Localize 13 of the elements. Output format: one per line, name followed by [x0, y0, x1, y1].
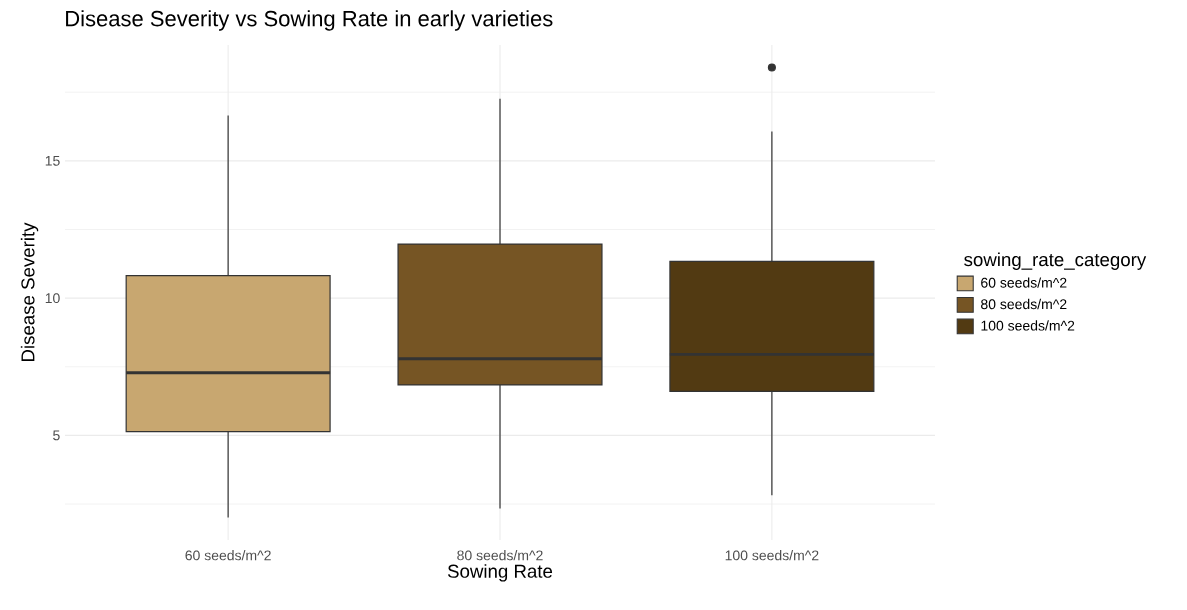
legend-label: 80 seeds/m^2	[981, 298, 1067, 310]
x-tick-label: 100 seeds/m^2	[725, 550, 819, 561]
legend-label: 100 seeds/m^2	[981, 320, 1075, 331]
chart-title: Disease Severity vs Sowing Rate in early varieties	[66, 10, 553, 31]
legend-label: 60 seeds/m^2	[981, 277, 1067, 288]
y-tick-label: 5	[53, 430, 60, 441]
y-axis-title: Disease Severity	[20, 222, 39, 361]
y-tick-label: 15	[45, 155, 60, 166]
x-tick-label: 80 seeds/m^2	[457, 550, 543, 561]
legend-title: sowing_rate_category	[964, 252, 1147, 270]
y-tick-label: 10	[45, 293, 60, 304]
x-axis-title: Sowing Rate	[447, 564, 553, 582]
x-tick-label: 60 seeds/m^2	[185, 550, 271, 561]
